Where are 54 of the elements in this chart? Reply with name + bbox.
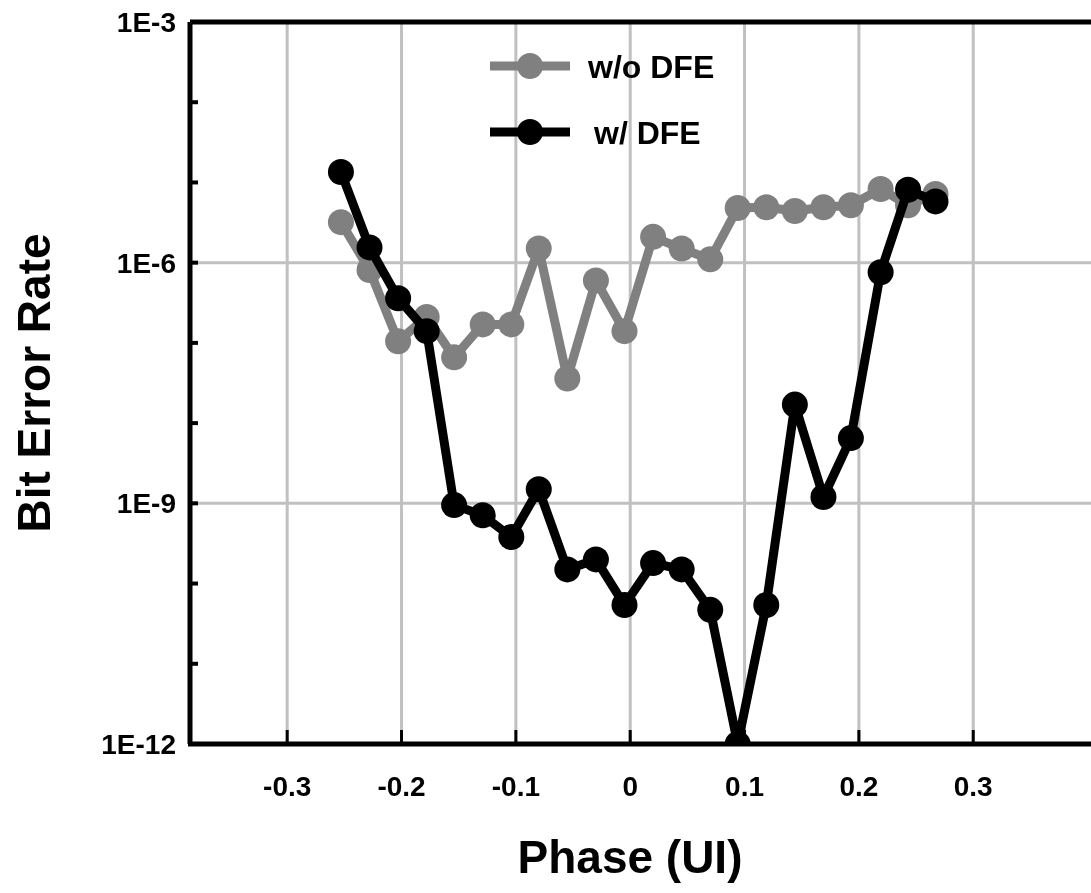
point — [753, 592, 780, 619]
y-tick-label: 1E-9 — [116, 488, 176, 520]
point — [668, 556, 695, 583]
x-tick-label: 0.1 — [725, 771, 765, 802]
point — [697, 596, 724, 623]
x-tick-label: 0.3 — [953, 771, 993, 802]
legend-label: w/o DFE — [587, 49, 715, 85]
point — [724, 195, 751, 222]
point — [582, 546, 609, 573]
point — [525, 235, 552, 262]
point — [469, 502, 496, 529]
point — [781, 198, 808, 225]
point — [385, 328, 412, 355]
point — [867, 259, 894, 286]
point — [895, 176, 922, 203]
point — [469, 311, 496, 338]
point — [697, 246, 724, 273]
point — [582, 267, 609, 294]
point — [441, 492, 468, 519]
point — [668, 235, 695, 262]
point — [810, 483, 837, 510]
point — [356, 234, 383, 261]
point — [837, 425, 864, 452]
point — [327, 158, 354, 185]
point — [611, 318, 638, 345]
y-tick-label: 1E-6 — [116, 247, 176, 279]
point — [413, 318, 440, 345]
x-tick-label: -0.2 — [377, 771, 426, 802]
point — [753, 194, 780, 221]
x-tick-label: -0.1 — [491, 771, 540, 802]
point — [611, 592, 638, 619]
point — [922, 188, 949, 215]
point — [498, 524, 525, 551]
point — [781, 391, 808, 418]
point — [498, 311, 525, 338]
point — [385, 285, 412, 312]
x-tick-label: 0 — [622, 771, 638, 802]
point — [441, 344, 468, 371]
legend-label: w/ DFE — [593, 115, 701, 151]
y-tick-label: 1E-12 — [101, 729, 176, 760]
point — [810, 194, 837, 221]
point — [867, 175, 894, 202]
point — [837, 192, 864, 219]
point — [554, 365, 581, 392]
x-tick-label: -0.3 — [263, 771, 312, 802]
y-axis-title: Bit Error Rate — [8, 233, 60, 533]
point — [554, 556, 581, 583]
point — [327, 209, 354, 236]
point — [640, 223, 667, 250]
point — [640, 550, 667, 577]
point — [525, 476, 552, 503]
x-axis-title: Phase (UI) — [517, 831, 743, 883]
y-tick-label: 1E-3 — [116, 7, 176, 38]
x-tick-label: 0.2 — [839, 771, 879, 802]
